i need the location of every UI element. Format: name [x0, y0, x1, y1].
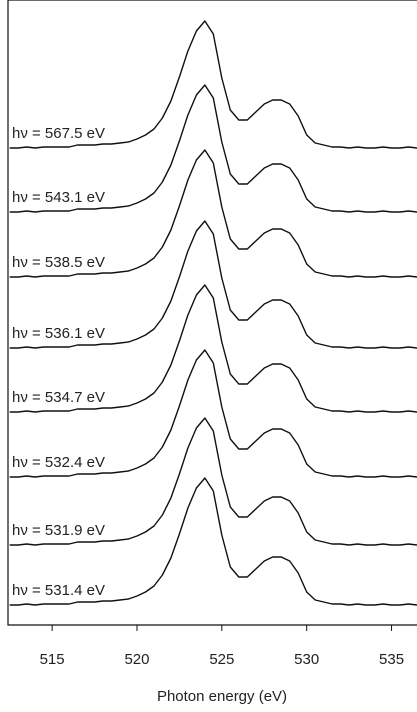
spectrum-line: [9, 20, 417, 149]
spectrum-line: [9, 220, 417, 349]
x-tick-label: 515: [40, 651, 65, 668]
series-label: hν = 538.5 eV: [12, 254, 105, 271]
plot-frame: [7, 0, 417, 626]
series-label: hν = 536.1 eV: [12, 325, 105, 342]
x-axis-label: Photon energy (eV): [157, 688, 287, 705]
x-tick-label: 530: [294, 651, 319, 668]
x-tick-label: 520: [124, 651, 149, 668]
spectrum-line: [9, 284, 417, 413]
x-tick-label: 525: [209, 651, 234, 668]
spectrum-line: [9, 477, 417, 606]
series-label: hν = 543.1 eV: [12, 189, 105, 206]
series-label: hν = 531.4 eV: [12, 582, 105, 599]
spectrum-line: [9, 349, 417, 478]
spectrum-line: [9, 149, 417, 278]
spectrum-line: [9, 417, 417, 546]
series-label: hν = 531.9 eV: [12, 522, 105, 539]
series-label: hν = 532.4 eV: [12, 454, 105, 471]
x-tick-label: 535: [379, 651, 404, 668]
spectrum-line: [9, 84, 417, 213]
series-label: hν = 567.5 eV: [12, 125, 105, 142]
series-label: hν = 534.7 eV: [12, 389, 105, 406]
